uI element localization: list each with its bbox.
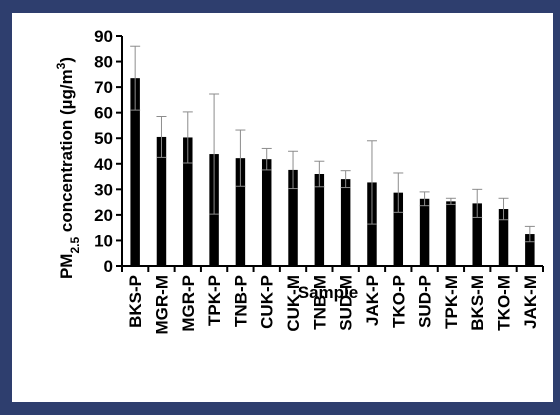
y-axis-title-superscript: 3 [54,62,68,69]
x-tick-label: TPK-P [205,275,224,326]
x-tick-label: MGR-M [152,275,171,334]
bar-chart: PM2.5 concentration (µg/m3) Sample 0 10 20… [54,27,544,334]
x-tick-label: CUK-M [284,275,303,332]
plot-area: 0 10 20 30 40 50 60 70 80 90 BKS-P MGR-M MGR-P TPK-P T… [94,27,544,334]
bar [156,136,167,266]
bar [261,159,272,266]
bar [498,209,509,266]
y-axis-title-middle: concentration (µg/m [57,69,76,237]
bar [419,198,430,266]
bar [288,169,298,266]
x-tick-label: TNB-P [231,275,250,327]
bar [393,192,404,266]
bar [130,78,140,267]
x-tick-label: SUD-P [416,275,435,328]
y-tick-label: 70 [94,78,113,97]
x-tick-label: BKS-M [468,275,487,331]
x-tick-label: MGR-P [179,275,198,332]
bar [340,179,351,266]
x-axis-title: Sample [298,283,358,302]
y-tick-label: 20 [94,206,113,225]
bar [235,158,246,266]
x-tick-label: JAK-P [363,275,382,326]
y-axis-title-subscript: 2.5 [68,237,82,254]
x-tick-label: TNB-M [310,275,329,330]
bar [314,174,325,266]
x-tick-label: CUK-P [258,275,277,329]
chart-frame: PM2.5 concentration (µg/m3) Sample 0 10 20… [12,13,553,402]
x-tick-label: BKS-P [126,275,145,328]
y-tick-label: 50 [94,129,113,148]
x-tick-label: SUD-M [337,275,356,331]
x-tick-label: TPK-M [442,275,461,329]
y-tick-label: 0 [104,257,113,276]
x-tick-label: TKO-M [495,275,514,331]
y-tick-label: 80 [94,53,113,72]
y-tick-label: 60 [94,104,113,123]
bar [472,203,482,266]
y-axis-title-suffix: ) [57,57,76,63]
x-tick-label: JAK-M [521,275,540,329]
y-tick-label: 90 [94,27,113,46]
bar [446,201,456,266]
y-tick-label: 40 [94,155,113,174]
y-tick-label: 10 [94,231,113,250]
bar [525,234,535,266]
bar [183,137,193,266]
x-tick-label: TKO-P [389,275,408,328]
y-axis-title: PM2.5 concentration (µg/m3) [54,57,82,279]
y-axis-title-prefix: PM [57,254,76,280]
y-tick-label: 30 [94,180,113,199]
